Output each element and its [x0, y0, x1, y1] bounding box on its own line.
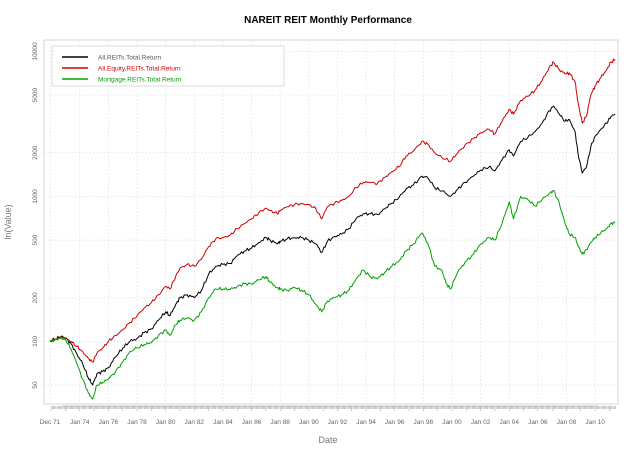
- x-tick-label: Jan 00: [442, 419, 462, 426]
- legend-label-all-reits: All.REITs.Total.Return: [98, 55, 162, 62]
- x-tick-label: Jan 78: [127, 419, 147, 426]
- x-tick-label: Jan 02: [471, 419, 491, 426]
- series-line: [49, 58, 616, 363]
- x-tick-label: Jan 86: [242, 419, 262, 426]
- x-axis-label: Date: [318, 435, 337, 445]
- x-tick-label: Jan 10: [585, 419, 605, 426]
- chart-title: NAREIT REIT Monthly Performance: [244, 15, 412, 26]
- x-tick-label: Jan 82: [185, 419, 205, 426]
- series-lines: [49, 58, 616, 400]
- x-tick-label: Jan 92: [328, 419, 348, 426]
- legend-label-mortgage-reits: Mortgage.REITs.Total.Return: [98, 77, 182, 84]
- grid: [44, 40, 618, 404]
- x-tick-label: Jan 94: [356, 419, 376, 426]
- y-axis-ticks: 50 100 200 500 1000 2000 5000 10000: [32, 42, 39, 389]
- x-tick-label: Jan 80: [156, 419, 176, 426]
- y-tick-label: 500: [32, 234, 39, 245]
- x-tick-label: Jan 04: [499, 419, 519, 426]
- x-tick-label: Jan 96: [385, 419, 405, 426]
- x-tick-label: Jan 08: [557, 419, 577, 426]
- y-tick-label: 2000: [32, 145, 39, 160]
- x-tick-label: Jan 84: [213, 419, 233, 426]
- x-tick-label: Jan 76: [99, 419, 119, 426]
- plot-frame: [43, 39, 619, 405]
- legend-box: [51, 45, 285, 87]
- series-line: [49, 189, 616, 400]
- y-axis-label: ln(Value): [3, 204, 13, 239]
- x-tick-label: Jan 74: [70, 419, 90, 426]
- y-tick-label: 200: [32, 292, 39, 303]
- y-tick-label: 1000: [32, 189, 39, 204]
- series-line: [50, 105, 616, 386]
- y-tick-label: 50: [32, 381, 39, 389]
- y-tick-label: 10000: [32, 42, 39, 60]
- x-tick-label: Jan 06: [528, 419, 548, 426]
- x-tick-label: Jan 98: [414, 419, 434, 426]
- y-tick-label: 100: [32, 336, 39, 347]
- x-tick-label: Jan 90: [299, 419, 319, 426]
- x-axis-ticks: Dec 71 Jan 74 Jan 76 Jan 78 Jan 80 Jan 82 Jan …: [40, 406, 616, 426]
- x-tick-label: Jan 88: [270, 419, 290, 426]
- x-tick-label: Dec 71: [40, 419, 61, 426]
- legend-label-equity-reits: All.Equity.REITs.Total.Return: [98, 66, 181, 73]
- y-tick-label: 5000: [32, 88, 39, 103]
- legend: All.REITs.Total.Return All.Equity.REITs.…: [51, 45, 285, 87]
